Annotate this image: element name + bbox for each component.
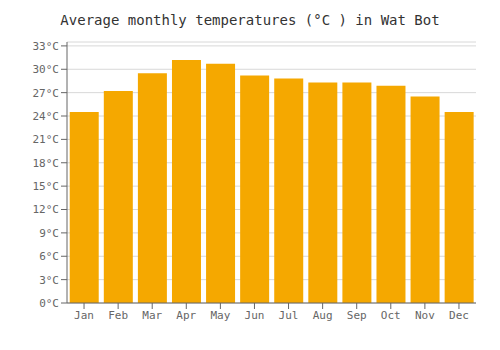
html-text:Average monthly temperatures (: Average monthly temperatures (°C ) in Wa… xyxy=(60,12,440,28)
svg-text:Oct: Oct xyxy=(381,309,401,322)
svg-text:24°C: 24°C xyxy=(33,110,60,123)
svg-text:30°C: 30°C xyxy=(33,63,60,76)
svg-text:15°C: 15°C xyxy=(33,180,60,193)
svg-text:Feb: Feb xyxy=(108,309,128,322)
svg-text:Aug: Aug xyxy=(313,309,333,322)
svg-text:Dec: Dec xyxy=(449,309,469,322)
svg-text:Mar: Mar xyxy=(142,309,162,322)
svg-text:Sep: Sep xyxy=(347,309,367,322)
svg-text:9°C: 9°C xyxy=(39,227,59,240)
svg-text:6°C: 6°C xyxy=(39,250,59,263)
svg-text:Nov: Nov xyxy=(415,309,435,322)
svg-text:18°C: 18°C xyxy=(33,157,60,170)
svg-text:27°C: 27°C xyxy=(33,87,60,100)
svg-text:May: May xyxy=(210,309,230,322)
svg-text:3°C: 3°C xyxy=(39,274,59,287)
svg-text:Jun: Jun xyxy=(245,309,265,322)
svg-text:21°C: 21°C xyxy=(33,133,60,146)
svg-text:Jan: Jan xyxy=(74,309,94,322)
svg-text:0°C: 0°C xyxy=(39,297,59,310)
svg-text:33°C: 33°C xyxy=(33,40,60,53)
svg-text:Jul: Jul xyxy=(279,309,299,322)
svg-text:Apr: Apr xyxy=(176,309,196,322)
svg-text:12°C: 12°C xyxy=(33,203,60,216)
